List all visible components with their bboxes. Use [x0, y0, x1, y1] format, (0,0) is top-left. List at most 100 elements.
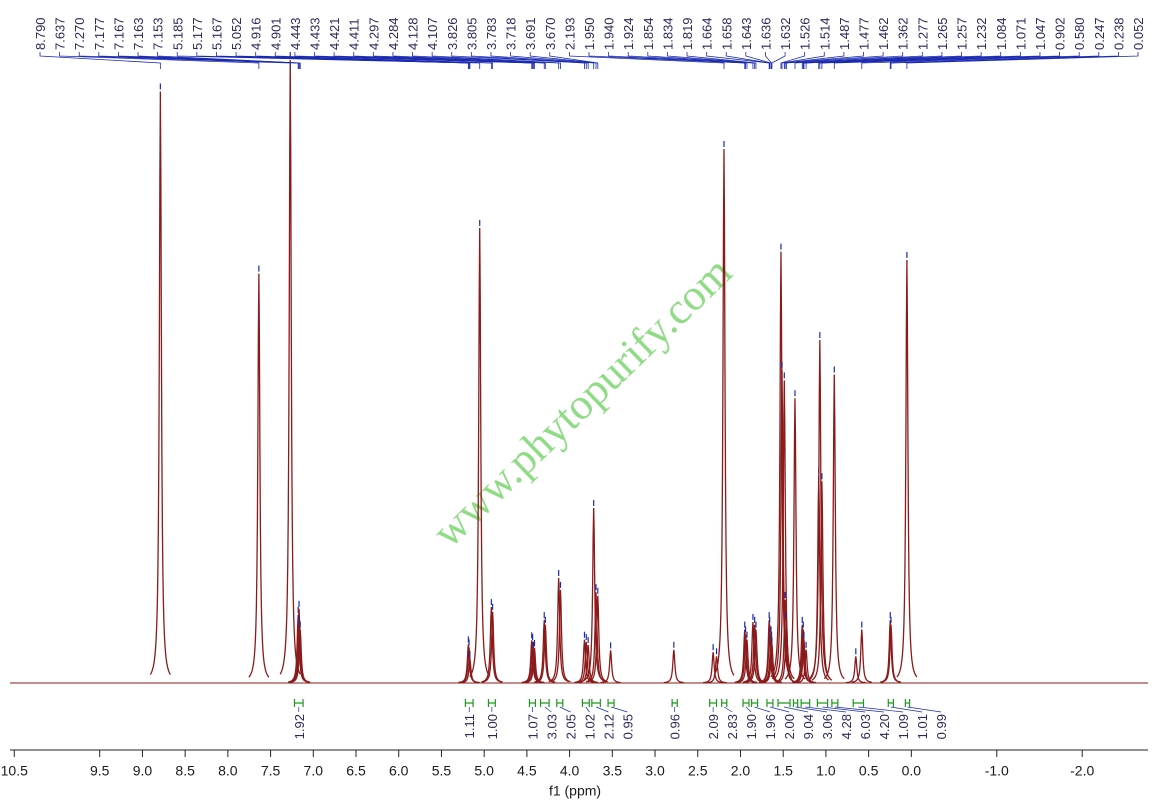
- peak-label-connector: [412, 52, 560, 69]
- peak-label-connector: [780, 52, 806, 69]
- integral-connector: [769, 706, 790, 713]
- peak: [713, 148, 735, 676]
- integral-label: 0.99: [934, 714, 949, 739]
- peak: [896, 259, 918, 678]
- integral-connector: [805, 706, 847, 713]
- peak-label: 7.167: [111, 17, 126, 50]
- x-tick-label: 0.5: [859, 763, 879, 779]
- integral-connector: [783, 706, 809, 713]
- peak: [776, 620, 797, 683]
- peak-label: 1.526: [798, 17, 813, 50]
- peak-label: 1.643: [739, 17, 754, 50]
- peak-label: 4.297: [366, 17, 381, 50]
- peak-label-connector: [431, 52, 561, 69]
- integral-label: 3.03: [544, 714, 559, 739]
- peak-label: 0.052: [1131, 17, 1146, 50]
- peak-label: 0.238: [1111, 17, 1126, 50]
- integral-connector: [724, 706, 733, 713]
- integral-label: 6.03: [858, 714, 873, 739]
- peak-label: 8.790: [33, 17, 48, 50]
- integral-label: 1.96: [763, 714, 778, 739]
- peak-label: 3.718: [504, 17, 519, 50]
- peak-label: 0.580: [1072, 17, 1087, 50]
- peak: [773, 380, 795, 680]
- integral-bracket: [671, 699, 678, 707]
- peak: [663, 649, 684, 684]
- integral-bracket: [831, 699, 839, 707]
- peak-label-connector: [470, 52, 587, 69]
- integral-bracket: [709, 699, 718, 707]
- x-tick-label: 7.5: [261, 763, 281, 779]
- x-tick-label: -1.0: [985, 763, 1009, 779]
- peak-label: 4.443: [288, 17, 303, 50]
- peak-label-connector: [39, 52, 161, 69]
- x-tick-label: 3.0: [645, 763, 665, 779]
- peak: [578, 644, 599, 684]
- peak-label-connector: [794, 52, 904, 69]
- integral-bracket: [766, 699, 774, 707]
- x-tick-label: 7.0: [304, 763, 324, 779]
- integral-label: 4.28: [839, 714, 854, 739]
- peak-label: 3.783: [484, 17, 499, 50]
- peak: [248, 273, 270, 678]
- peak: [880, 624, 902, 683]
- x-tick-label: 6.0: [389, 763, 409, 779]
- x-tick-label: 6.5: [346, 763, 366, 779]
- peak: [703, 652, 724, 684]
- peak-label: 1.257: [955, 17, 970, 50]
- peak: [811, 481, 833, 681]
- integral-label: 1.11: [462, 714, 477, 738]
- integral-label: 9.04: [801, 714, 816, 739]
- peak-label: 1.924: [621, 17, 636, 50]
- x-tick-label: 5.0: [474, 763, 494, 779]
- peak-label: 1.854: [641, 17, 656, 50]
- x-tick-label: 1.5: [773, 763, 793, 779]
- peak-label: 1.632: [778, 17, 793, 50]
- peak-label: 4.421: [327, 17, 342, 50]
- peak-label: 5.052: [229, 17, 244, 50]
- peak-label-connector: [353, 52, 535, 69]
- peak: [796, 649, 817, 684]
- peak-label-connector: [745, 52, 772, 69]
- integral-label: 1.09: [896, 714, 911, 739]
- peak: [482, 611, 503, 683]
- peak-label-connector: [549, 52, 599, 69]
- integral-bracket: [591, 699, 601, 707]
- peak-label-connector: [783, 52, 845, 69]
- peak-label: 3.670: [543, 17, 558, 50]
- peak-label-connector: [801, 52, 923, 69]
- integral-label: 1.01: [915, 714, 930, 739]
- integral-bracket: [777, 699, 791, 707]
- integral-connector: [907, 706, 942, 713]
- peak-label: 3.826: [445, 17, 460, 50]
- peak-label-connector: [802, 52, 943, 69]
- peak-label: 7.163: [131, 17, 146, 50]
- integral-label: 1.02: [582, 714, 597, 739]
- peak-label: 4.433: [308, 17, 323, 50]
- peak: [585, 592, 607, 683]
- peak-label-connector: [861, 52, 1080, 69]
- integral-label: 1.90: [744, 714, 759, 739]
- integral-connector: [544, 706, 552, 713]
- peak-label-connector: [906, 52, 1139, 69]
- peak-label-connector: [59, 52, 260, 69]
- peak: [845, 656, 866, 684]
- integral-label: 1.07: [525, 714, 540, 739]
- integral-bracket: [904, 699, 911, 707]
- peak-label-connector: [706, 52, 770, 69]
- integral-connector: [595, 706, 609, 713]
- x-tick-label: 8.5: [175, 763, 195, 779]
- peak-label: 1.834: [660, 17, 675, 50]
- x-tick-label: 9.0: [133, 763, 153, 779]
- peak-label-connector: [588, 52, 746, 69]
- integral-label: 1.00: [485, 714, 500, 739]
- peak: [481, 607, 502, 683]
- peak-label-connector: [803, 52, 962, 69]
- integral-label: 2.05: [563, 714, 578, 739]
- integral-bracket: [607, 699, 615, 707]
- peak-label-connector: [451, 52, 585, 69]
- peak-label-connector: [627, 52, 748, 69]
- peak-label-connector: [833, 52, 1060, 69]
- x-tick-label: 1.0: [816, 763, 836, 779]
- peak-label-connector: [235, 52, 481, 69]
